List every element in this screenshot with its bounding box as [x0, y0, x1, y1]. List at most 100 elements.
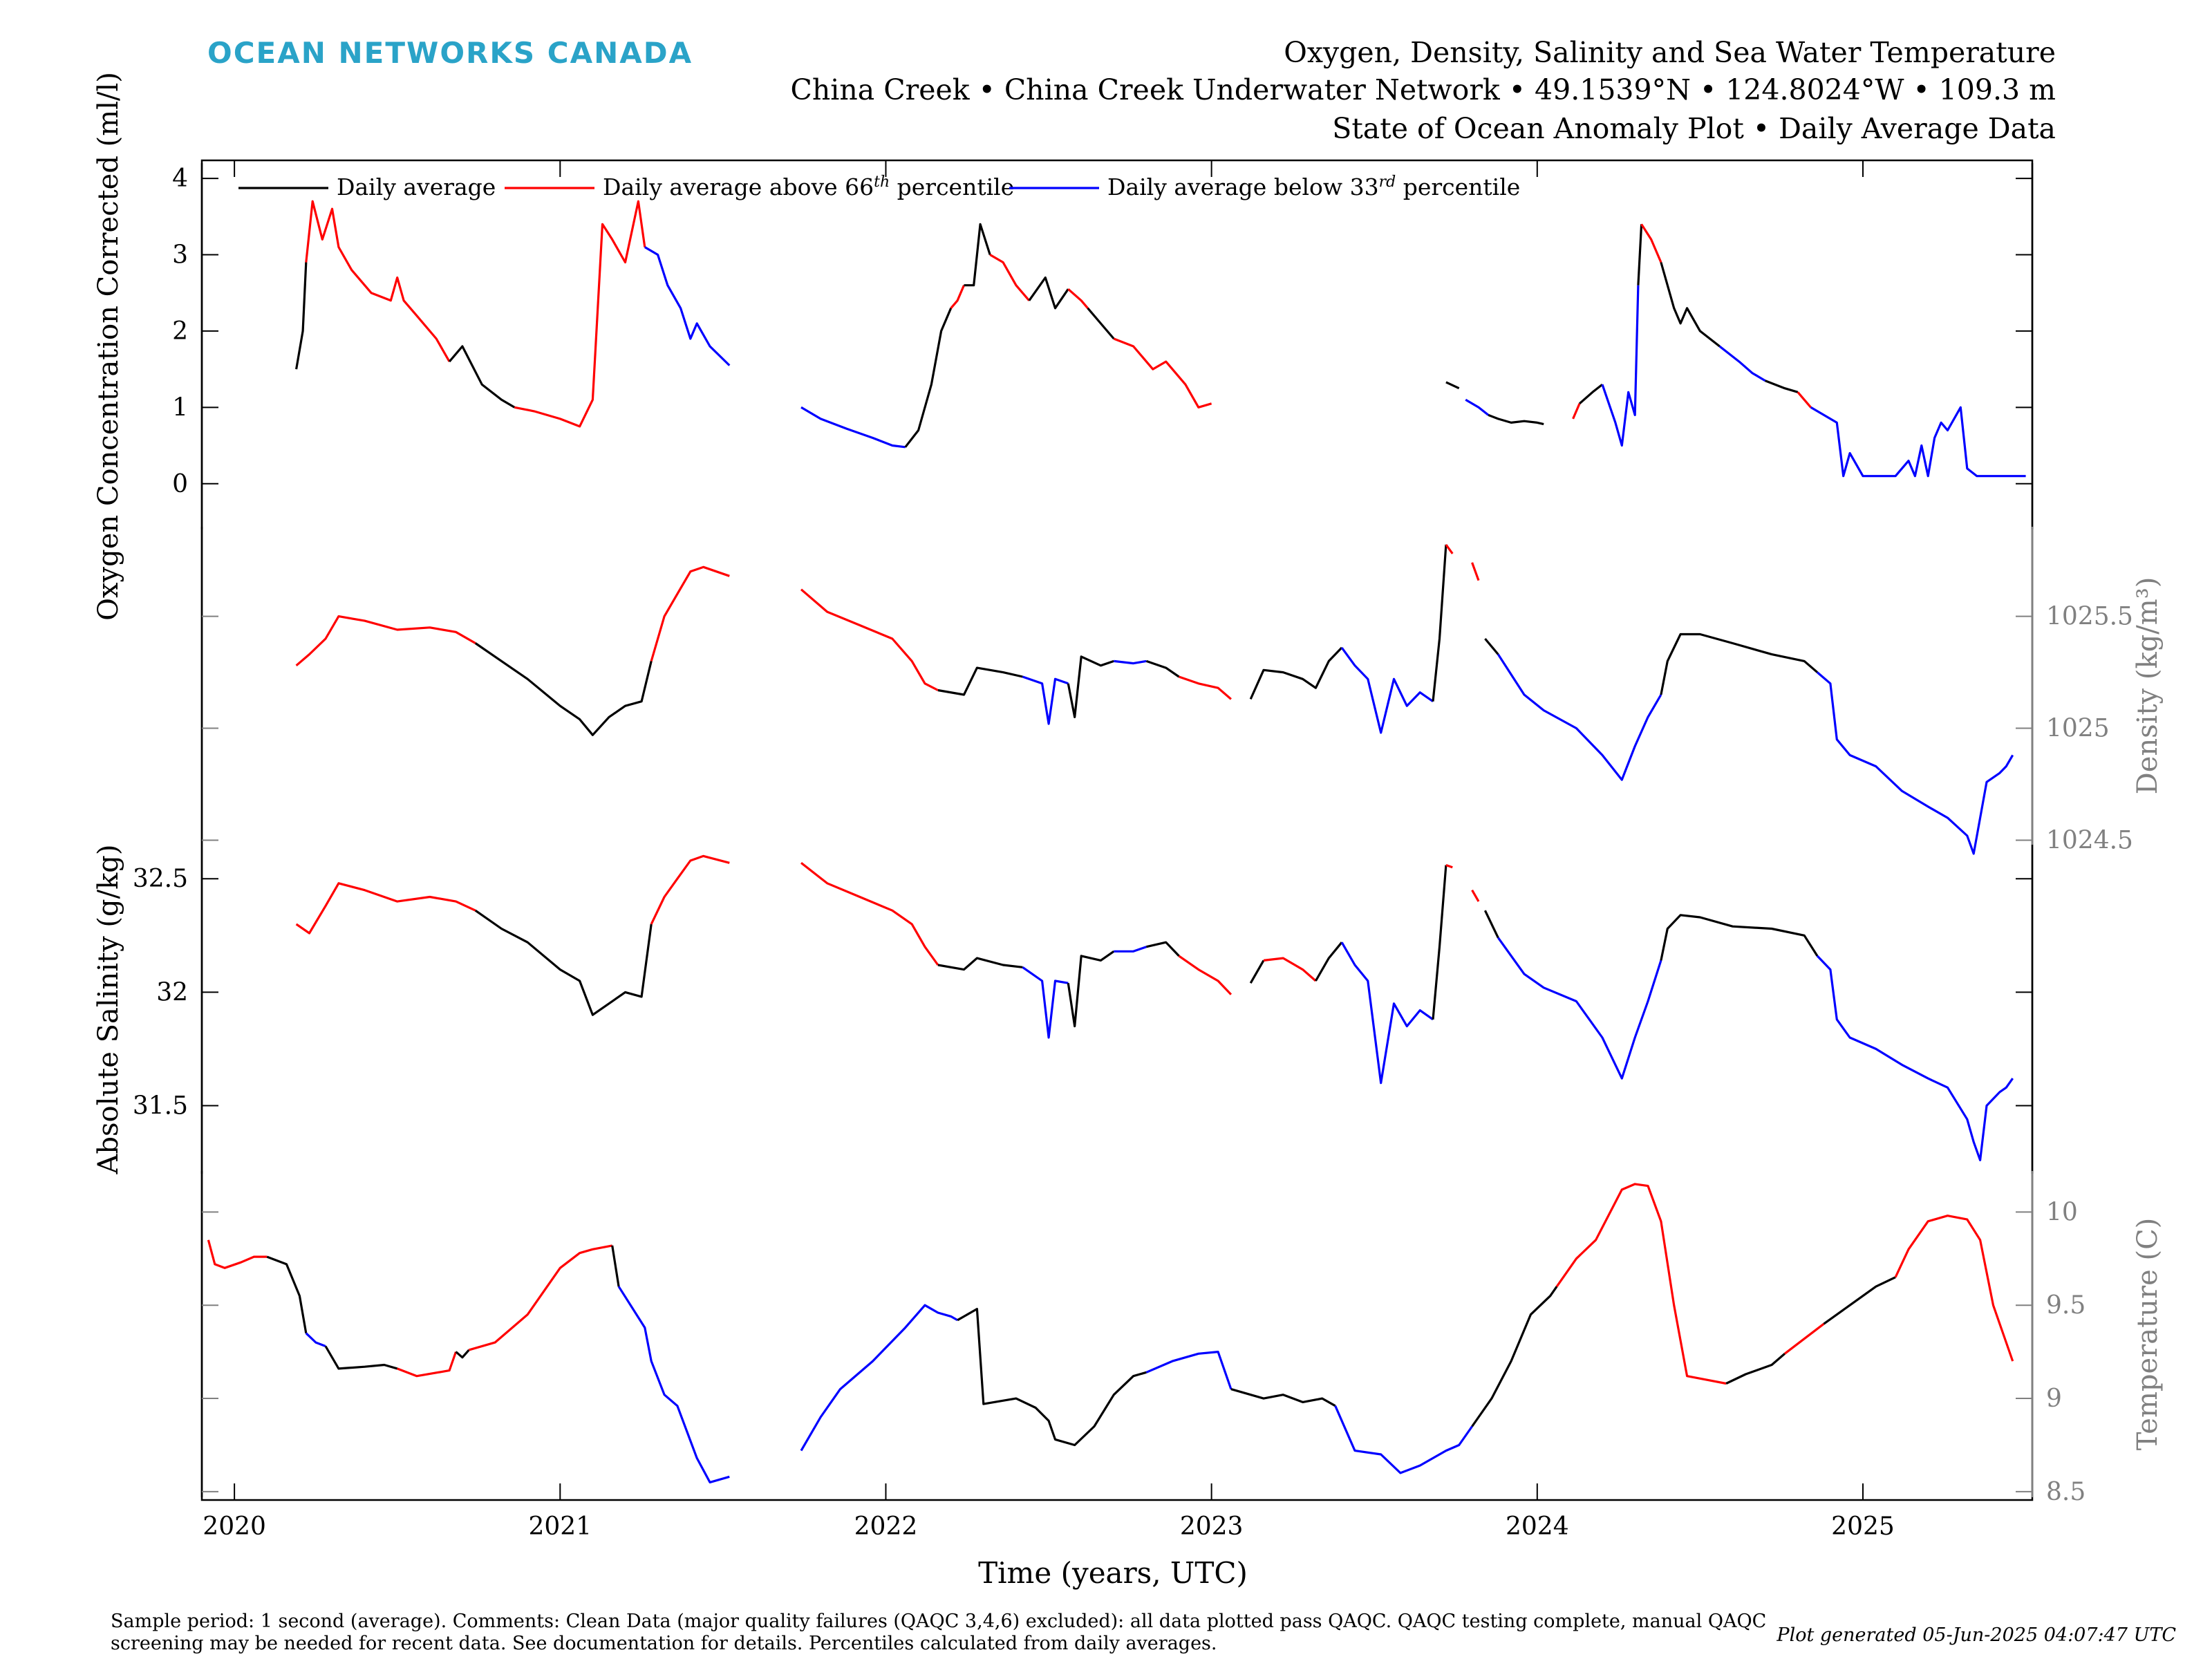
series-line-below	[800, 406, 906, 449]
chart-subtitle-location: China Creek • China Creek Underwater Net…	[790, 73, 2056, 106]
panel-4-y-axis-label: Temperature (C)	[2132, 1218, 2164, 1451]
x-tick-label: 2025	[1831, 1512, 1895, 1541]
series-line-daily	[1249, 959, 1265, 984]
series-line-daily	[1484, 637, 1499, 655]
x-tick-label: 2023	[1180, 1512, 1244, 1541]
series-line-above	[514, 200, 646, 428]
series-line-daily	[1445, 381, 1460, 390]
series-line-below	[1114, 659, 1147, 665]
legend-above-label: Daily average above 66th percentile	[603, 174, 1014, 200]
series-line-below	[1601, 285, 1640, 447]
panel-2-y-axis-label: Density (kg/m³)	[2132, 577, 2164, 795]
series-line-above	[397, 1351, 458, 1378]
y-tick-label: 2	[172, 317, 188, 346]
series-line-daily	[1725, 1353, 1785, 1385]
x-tick-label: 2020	[203, 1512, 266, 1541]
series-line-daily	[1028, 276, 1069, 310]
series-line-daily	[1067, 950, 1115, 1028]
plot-generated-timestamp: Plot generated 05-Jun-2025 04:07:47 UTC	[1777, 1624, 2176, 1646]
series-line-daily	[1579, 383, 1603, 405]
series-line-daily	[937, 957, 1023, 971]
series-line-daily	[455, 1349, 470, 1359]
panel-3: 31.5 32 32.5 Absolute Salinity (g/kg)	[93, 844, 2034, 1175]
series-line-daily	[1230, 1388, 1336, 1407]
series-line-above	[1178, 955, 1232, 995]
series-line-below	[1022, 966, 1069, 1039]
brand-logo: OCEAN NETWORKS CANADA	[207, 36, 693, 70]
series-line-above	[1555, 1183, 1727, 1385]
x-tick-label: 2024	[1506, 1512, 1569, 1541]
y-tick-label: 8.5	[2046, 1478, 2086, 1506]
series-line-below	[1816, 671, 2014, 855]
series-line-below	[1497, 653, 1662, 781]
series-line-daily	[1249, 646, 1343, 700]
y-tick-label: 0	[172, 470, 188, 498]
series-line-above	[1797, 391, 1812, 409]
series-line-daily	[1483, 910, 1499, 939]
series-line-above	[650, 854, 730, 925]
series-line-daily	[1660, 914, 1819, 961]
footer-comment: Sample period: 1 second (average). Comme…	[111, 1611, 1767, 1654]
series-line-above	[800, 862, 939, 966]
series-line-below	[1145, 1350, 1232, 1390]
series-line-below	[305, 1332, 326, 1347]
series-line-daily	[1471, 1286, 1558, 1427]
series-line-above	[950, 285, 965, 309]
series-line-daily	[1087, 307, 1115, 340]
series-line-daily	[474, 909, 653, 1016]
series-line-daily	[1067, 655, 1114, 719]
series-line-below	[1340, 941, 1434, 1085]
series-line-daily	[937, 666, 1023, 696]
x-tick-label: 2022	[854, 1512, 918, 1541]
x-tick-label: 2021	[528, 1512, 592, 1541]
series-line-above	[1572, 403, 1581, 420]
y-tick-label: 32.5	[133, 865, 188, 893]
series-line-above	[1067, 288, 1089, 309]
chart-subtitle-type: State of Ocean Anomaly Plot • Daily Aver…	[1332, 112, 2056, 145]
series-line-daily	[266, 1255, 308, 1333]
series-line-above	[1263, 957, 1317, 982]
chart-title: Oxygen, Density, Salinity and Sea Water …	[1284, 36, 2056, 69]
legend: Daily average Daily average above 66th pe…	[238, 174, 1520, 200]
series-line-above	[468, 1244, 612, 1351]
y-tick-label: 3	[172, 241, 188, 270]
series-line-daily	[448, 345, 516, 409]
series-line-daily	[1823, 1276, 1896, 1325]
series-line-daily	[611, 1245, 620, 1287]
series-line-above	[650, 565, 730, 662]
series-line-daily	[964, 223, 991, 287]
panel-1-y-axis-label: Oxygen Concentration Corrected (ml/l)	[93, 72, 124, 621]
series-line-above	[1640, 223, 1662, 263]
series-line-below	[800, 1304, 958, 1452]
series-line-below	[1022, 675, 1069, 725]
series-line-below	[1718, 345, 1766, 382]
series-line-below	[1340, 646, 1434, 734]
series-line-daily	[1660, 632, 1819, 695]
series-line-below	[1810, 406, 2026, 478]
x-axis-label: Time (years, UTC)	[978, 1556, 1248, 1590]
series-line-daily	[1488, 413, 1544, 426]
series-line-above	[1471, 562, 1480, 581]
series-line-above	[207, 1239, 268, 1269]
series-line-below	[1465, 398, 1490, 416]
series-line-daily	[1765, 379, 1799, 393]
plot-frame	[200, 159, 2034, 1501]
series-line-daily	[1146, 941, 1180, 957]
series-line-daily	[1637, 224, 1643, 285]
y-tick-label: 1024.5	[2046, 827, 2133, 855]
series-line-below	[1114, 946, 1147, 953]
series-line-daily	[1315, 941, 1343, 982]
series-line-above	[1445, 543, 1454, 554]
series-line-daily	[324, 1345, 398, 1370]
series-line-daily	[295, 262, 308, 370]
y-tick-label: 1025	[2046, 715, 2110, 743]
y-tick-label: 1025.5	[2046, 603, 2133, 631]
series-line-above	[295, 882, 476, 935]
y-tick-label: 9	[2046, 1385, 2062, 1413]
panel-4: 8.5 9 9.5 10 Temperature (C)	[200, 1171, 2164, 1506]
series-line-above	[1783, 1322, 1825, 1355]
series-line-below	[1497, 937, 1662, 1080]
series-line-daily	[474, 642, 653, 736]
y-tick-label: 32	[156, 978, 188, 1006]
